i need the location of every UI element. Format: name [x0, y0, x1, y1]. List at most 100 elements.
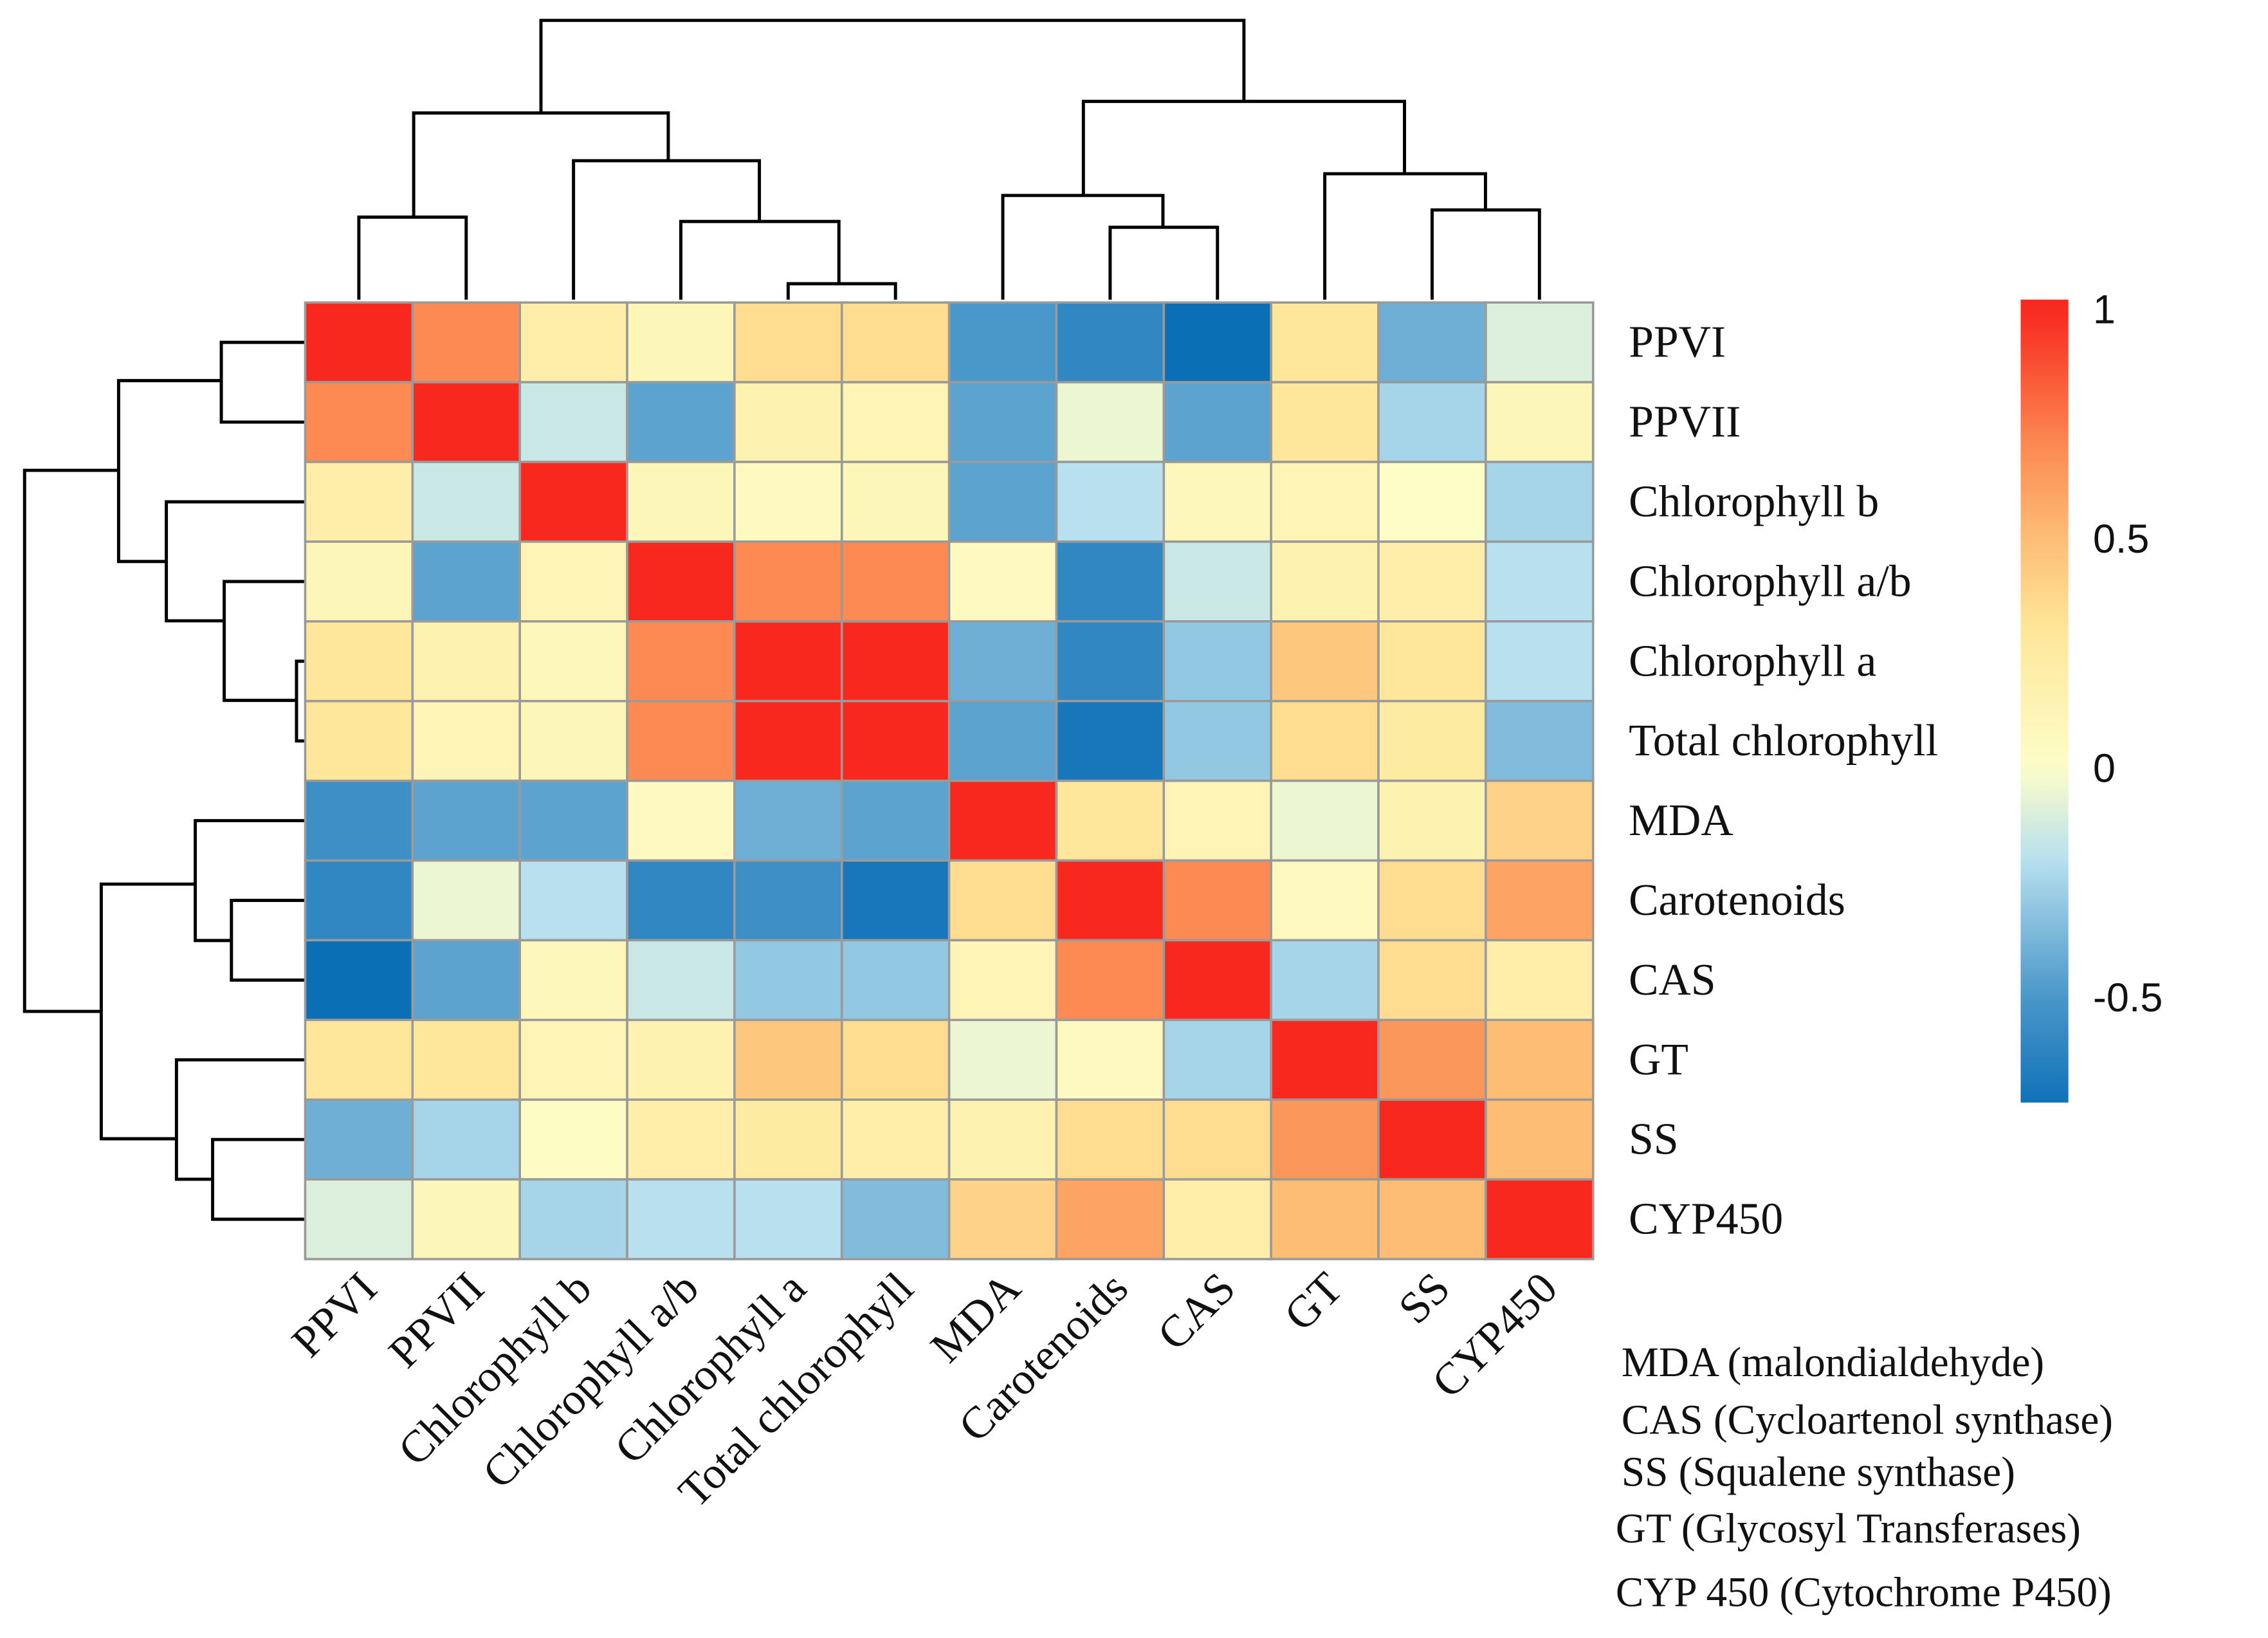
dendrogram-branch: [679, 219, 841, 300]
heatmap-cell: [304, 1018, 414, 1101]
heatmap-cell: [947, 381, 1058, 463]
heatmap-cell: [840, 779, 951, 862]
heatmap-cell: [1377, 461, 1487, 543]
colorbar-tick-label: 1: [2093, 287, 2116, 332]
heatmap-cell: [626, 461, 736, 543]
heatmap-cell: [518, 381, 628, 463]
dendrogram-branch: [786, 282, 897, 300]
heatmap-cell: [304, 1178, 414, 1260]
heatmap-cell: [626, 301, 736, 383]
colorbar-tick-label: 0: [2093, 746, 2116, 791]
heatmap-cell: [1270, 381, 1380, 463]
abbreviation-note: GT (Glycosyl Transferases): [1616, 1505, 2081, 1552]
heatmap-cells: [304, 301, 1595, 1260]
heatmap-cell: [1162, 699, 1272, 782]
dendrogram-branch: [230, 899, 306, 982]
heatmap-cell: [411, 1178, 521, 1260]
dendrogram-branch: [1081, 100, 1406, 196]
row-label: Chlorophyll b: [1629, 477, 1879, 526]
heatmap-cell: [1270, 859, 1380, 942]
heatmap-cell: [626, 1018, 736, 1101]
heatmap-cell: [1055, 779, 1166, 862]
heatmap-cell: [947, 779, 1058, 862]
heatmap-cell: [947, 699, 1058, 782]
heatmap-cell: [1270, 1018, 1380, 1101]
heatmap-cell: [733, 461, 843, 543]
heatmap-cell: [411, 1018, 521, 1101]
row-label: CYP450: [1629, 1195, 1783, 1244]
heatmap-cell: [840, 301, 951, 383]
dendrogram-branch: [412, 111, 670, 217]
colorbar-tick-label: -0.5: [2093, 975, 2163, 1020]
heatmap-cell: [518, 540, 628, 623]
heatmap-cell: [1162, 540, 1272, 623]
heatmap-cell: [733, 699, 843, 782]
heatmap-cell: [840, 381, 951, 463]
heatmap-cell: [1055, 859, 1166, 942]
heatmap-cell: [1162, 1098, 1272, 1181]
heatmap-cell: [947, 1018, 1058, 1101]
heatmap-cell: [1377, 1178, 1487, 1260]
heatmap-cell: [411, 699, 521, 782]
heatmap-cell: [733, 620, 843, 703]
dendrogram-branch: [1430, 208, 1541, 300]
dendrogram-branch: [23, 468, 119, 1013]
heatmap-cell: [518, 1098, 628, 1181]
heatmap-cell: [840, 1098, 951, 1181]
heatmap-cell: [518, 939, 628, 1022]
heatmap-cell: [947, 1178, 1058, 1260]
abbreviation-note: CYP 450 (Cytochrome P450): [1616, 1569, 2112, 1615]
heatmap-cell: [1162, 779, 1272, 862]
heatmap-cell: [840, 1018, 951, 1101]
dendrogram-branch: [1108, 225, 1220, 300]
dendrogram-branch: [539, 19, 1246, 113]
heatmap-cell: [1377, 301, 1487, 383]
heatmap-cell: [1270, 779, 1380, 862]
heatmap-cell: [1270, 301, 1380, 383]
heatmap-cell: [304, 699, 414, 782]
heatmap-cell: [626, 1178, 736, 1260]
heatmap-cell: [304, 859, 414, 942]
heatmap-cell: [1055, 620, 1166, 703]
row-labels: PPVI PPVII Chlorophyll b Chlorophyll a/b Chl…: [1629, 318, 1938, 1244]
heatmap-cell: [304, 540, 414, 623]
heatmap-cell: [947, 301, 1058, 383]
column-label: SS: [1389, 1263, 1459, 1333]
heatmap-cell: [1485, 1178, 1595, 1260]
heatmap-cell: [304, 301, 414, 383]
heatmap-cell: [840, 461, 951, 543]
heatmap-cell: [1055, 939, 1166, 1022]
heatmap-cell: [1270, 939, 1380, 1022]
abbreviation-note: SS (Squalene synthase): [1622, 1449, 2015, 1496]
heatmap-cell: [840, 620, 951, 703]
heatmap-cell: [1377, 381, 1487, 463]
colorbar: [2020, 299, 2069, 1103]
row-label: Chlorophyll a/b: [1629, 557, 1912, 606]
heatmap-cell: [1485, 540, 1595, 623]
dendrogram-branch: [116, 379, 222, 564]
dendrogram-branch: [211, 1137, 306, 1221]
dendrogram-branch: [165, 500, 306, 623]
heatmap-cell: [1162, 461, 1272, 543]
heatmap-cell: [947, 540, 1058, 623]
heatmap-cell: [1055, 301, 1166, 383]
heatmap-cell: [733, 939, 843, 1022]
heatmap-cell: [626, 939, 736, 1022]
heatmap-cell: [518, 1018, 628, 1101]
heatmap-cell: [1377, 1018, 1487, 1101]
heatmap-cell: [1485, 620, 1595, 703]
heatmap-cell: [411, 301, 521, 383]
heatmap-cell: [1270, 461, 1380, 543]
colorbar-legend: 1 0.5 0 -0.5: [2020, 287, 2163, 1103]
heatmap-cell: [1270, 1098, 1380, 1181]
heatmap-cell: [1055, 381, 1166, 463]
heatmap-cell: [1055, 1018, 1166, 1101]
dendrogram-branch: [572, 159, 762, 300]
heatmap-cell: [840, 1178, 951, 1260]
heatmap-cell: [518, 699, 628, 782]
heatmap-cell: [626, 381, 736, 463]
heatmap-cell: [626, 859, 736, 942]
dendrogram-branch: [357, 216, 468, 300]
row-label: CAS: [1629, 955, 1716, 1005]
